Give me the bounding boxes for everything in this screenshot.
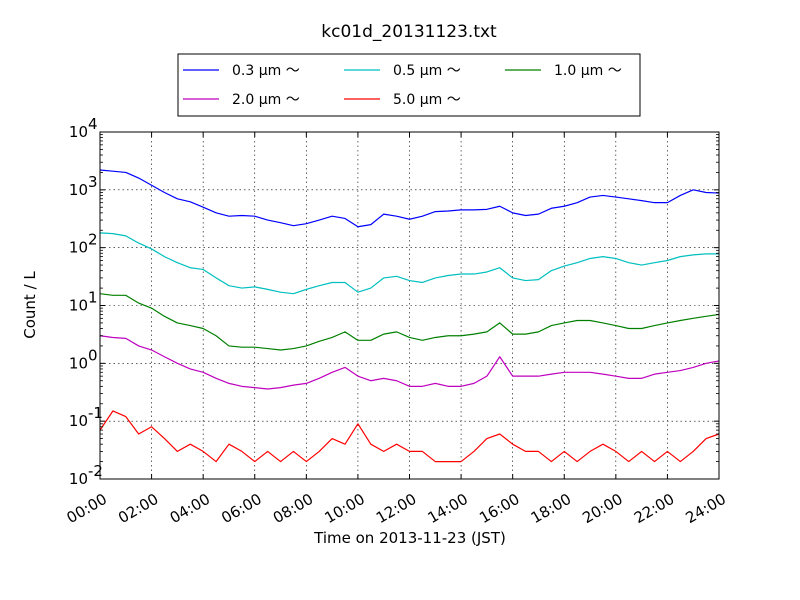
y-tick-label: 10 -1 <box>69 404 103 430</box>
x-tick-label: 12:00 <box>373 490 419 527</box>
series-line-0 <box>99 169 720 228</box>
x-tick-label: 14:00 <box>425 490 471 527</box>
x-tick-label: 10:00 <box>321 490 367 527</box>
svg-text:10: 10 <box>69 412 88 430</box>
chart-title: kc01d_20131123.txt <box>321 22 497 42</box>
svg-text:0: 0 <box>88 346 98 364</box>
legend-frame <box>177 53 641 117</box>
svg-text:2: 2 <box>88 231 98 249</box>
y-tick-label: 10 0 <box>69 346 98 372</box>
x-tick-label: 00:00 <box>64 490 110 527</box>
svg-text:10: 10 <box>69 297 88 315</box>
legend-label: 0.3 μm ～ <box>232 63 300 79</box>
svg-text:-2: -2 <box>88 462 103 480</box>
legend-label: 2.0 μm ～ <box>232 92 300 108</box>
x-tick-labels: 00:00 02:00 04:00 06:00 08:00 10:00 12:00 14:00… <box>64 490 729 527</box>
svg-text:-1: -1 <box>88 404 103 422</box>
x-axis-label: Time on 2013-11-23 (JST) <box>313 529 506 547</box>
ticks <box>99 131 720 480</box>
svg-text:10: 10 <box>69 470 88 488</box>
x-tick-label: 18:00 <box>528 490 574 527</box>
x-tick-label: 22:00 <box>631 490 677 527</box>
x-tick-label: 06:00 <box>218 490 264 527</box>
legend: 0.3 μm ～ 0.5 μm ～ 1.0 μm ～ 2.0 μm ～ 5.0 μm ～ <box>177 53 641 117</box>
series-line-4 <box>99 410 720 463</box>
svg-text:3: 3 <box>88 173 98 191</box>
plot-frame <box>99 131 720 480</box>
svg-text:4: 4 <box>88 115 98 133</box>
y-tick-label: 10 1 <box>69 289 98 315</box>
series-line-2 <box>99 293 720 351</box>
x-tick-label: 20:00 <box>579 490 625 527</box>
legend-label: 0.5 μm ～ <box>393 63 461 79</box>
x-tick-label: 02:00 <box>115 490 161 527</box>
series-layer <box>99 169 720 463</box>
y-axis-label: Count / L <box>21 271 39 339</box>
grid <box>100 132 719 479</box>
x-tick-label: 16:00 <box>476 490 522 527</box>
y-tick-label: 10 3 <box>69 173 98 199</box>
series-line-3 <box>99 335 720 390</box>
legend-label: 5.0 μm ～ <box>393 92 461 108</box>
series-line-1 <box>99 232 719 295</box>
y-tick-label: 10 -2 <box>69 462 103 488</box>
svg-text:10: 10 <box>69 354 88 372</box>
y-tick-label: 10 2 <box>69 231 98 257</box>
svg-text:1: 1 <box>88 289 98 307</box>
x-tick-label: 04:00 <box>167 490 213 527</box>
y-tick-label: 10 4 <box>69 115 98 141</box>
svg-text:10: 10 <box>69 239 88 257</box>
legend-label: 1.0 μm ～ <box>554 63 622 79</box>
x-tick-label: 08:00 <box>270 490 316 527</box>
svg-text:10: 10 <box>69 181 88 199</box>
x-tick-label: 24:00 <box>683 490 729 527</box>
svg-text:10: 10 <box>69 123 88 141</box>
